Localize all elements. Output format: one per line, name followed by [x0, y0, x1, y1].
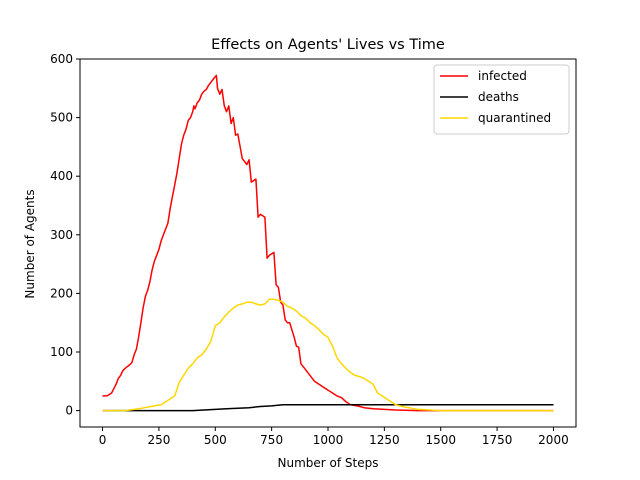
x-tick-label: 750	[260, 433, 283, 447]
x-tick-label: 0	[99, 433, 107, 447]
legend-label-deaths: deaths	[478, 90, 519, 104]
series-line-deaths	[102, 403, 554, 412]
chart-title: Effects on Agents' Lives vs Time	[211, 37, 445, 53]
x-tick-label: 1250	[369, 433, 400, 447]
y-tick-label: 100	[50, 345, 73, 359]
x-tick-label: 1500	[425, 433, 456, 447]
y-tick-label: 300	[50, 228, 73, 242]
legend-label-infected: infected	[478, 69, 527, 83]
legend-box	[433, 64, 570, 135]
y-tick-label: 200	[50, 286, 73, 300]
y-axis-label: Number of Agents	[23, 189, 37, 298]
y-tick-label: 0	[65, 404, 73, 418]
y-tick-label: 600	[50, 52, 73, 66]
plot-area	[102, 74, 554, 412]
axes: 0 250 500 750 1000 1250 1500 1750 2000 0 100 200 300…	[50, 52, 577, 447]
series-line-infected	[102, 74, 554, 412]
y-tick-label: 500	[50, 111, 73, 125]
x-tick-label: 250	[147, 433, 170, 447]
x-tick-label: 500	[204, 433, 227, 447]
x-tick-label: 1000	[313, 433, 344, 447]
x-axis-label: Number of Steps	[278, 456, 379, 470]
legend-label-quarantined: quarantined	[478, 111, 551, 125]
series-line-quarantined	[102, 298, 554, 412]
x-tick-label: 2000	[538, 433, 569, 447]
x-tick-label: 1750	[482, 433, 513, 447]
legend: infected deaths quarantined	[433, 64, 570, 135]
y-tick-label: 400	[50, 169, 73, 183]
